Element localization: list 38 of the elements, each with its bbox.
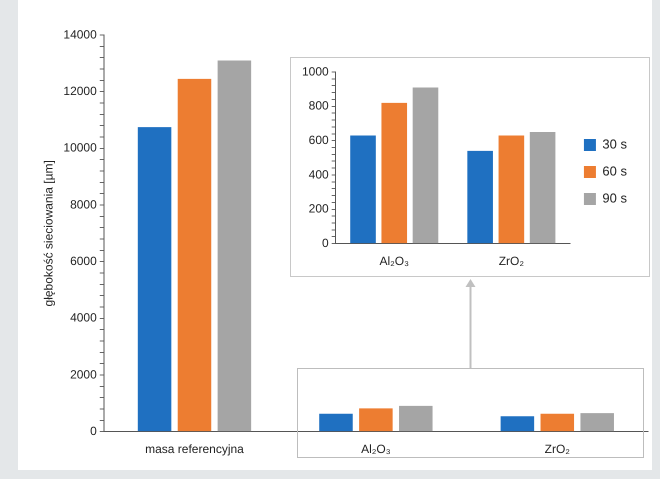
legend-label: 90 s	[602, 190, 628, 206]
bar	[500, 416, 534, 432]
y-tick-label: 12000	[63, 84, 98, 98]
x-tick-label: ZrO₂	[498, 254, 524, 268]
bar	[412, 87, 438, 244]
y-tick-label: 8000	[70, 197, 98, 212]
bar	[350, 135, 376, 244]
bar	[580, 413, 614, 432]
bar	[319, 414, 353, 432]
y-tick-label: 2000	[70, 367, 98, 382]
bar	[138, 127, 172, 432]
y-tick-label: 800	[308, 98, 330, 113]
y-tick-label: 600	[308, 132, 330, 147]
y-tick-label: 4000	[70, 310, 98, 325]
y-tick-label: 6000	[70, 254, 98, 268]
y-tick-label: 200	[308, 202, 330, 216]
bar	[530, 132, 556, 244]
bar	[178, 78, 212, 432]
bar	[218, 60, 252, 432]
bar	[467, 150, 493, 244]
x-tick-label: Al₂O₃	[379, 254, 410, 268]
x-tick-label: ZrO₂	[544, 442, 570, 456]
bar	[399, 406, 433, 432]
y-tick-label: 14000	[63, 27, 98, 42]
legend-label: 60 s	[602, 164, 628, 179]
x-tick-label: Al₂O₃	[361, 442, 391, 456]
y-tick-label: 10000	[63, 140, 98, 155]
bar	[498, 135, 524, 244]
bar	[381, 102, 408, 244]
bar	[540, 414, 574, 432]
y-tick-label: 400	[308, 167, 330, 182]
legend-label: 30 s	[602, 136, 628, 152]
y-tick-label: 0	[90, 424, 98, 438]
y-tick-label: 0	[322, 236, 330, 250]
x-tick-label: masa referencyjna	[145, 442, 244, 456]
bar	[359, 408, 393, 432]
y-tick-label: 1000	[302, 64, 330, 78]
y-axis-title: głębokość sieciowania [µm]	[42, 160, 56, 306]
